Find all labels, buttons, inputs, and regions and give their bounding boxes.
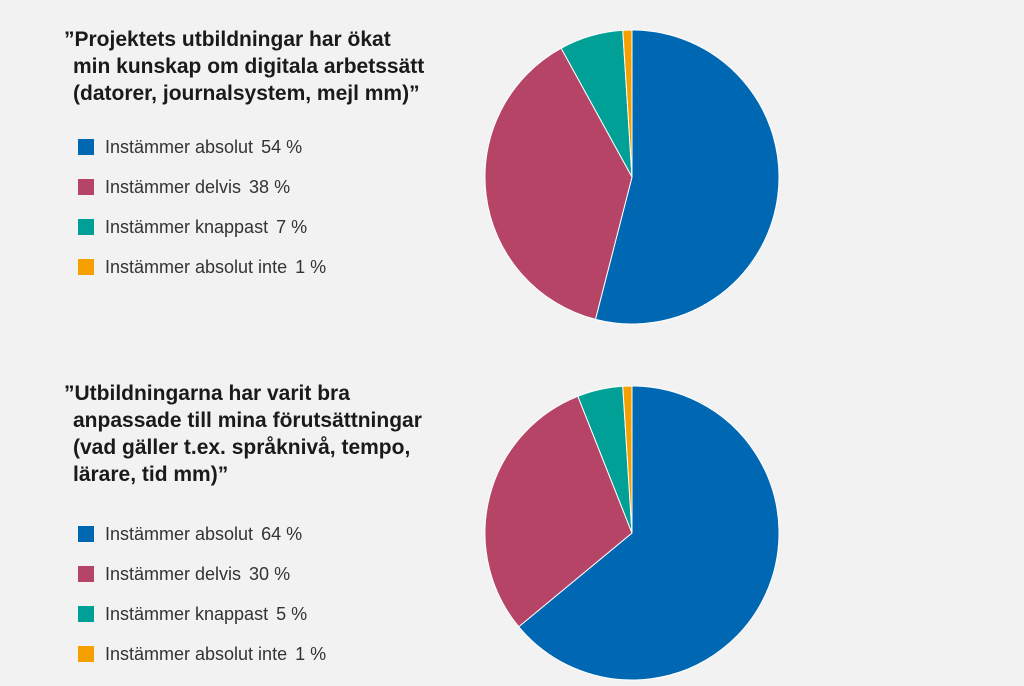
chart-title-line: ”Projektets utbildningar har ökat bbox=[64, 28, 391, 51]
pie-slice-inst-mmer-absolut bbox=[518, 385, 780, 681]
chart-title-line: (datorer, journalsystem, mejl mm)” bbox=[73, 82, 420, 105]
legend-swatch bbox=[78, 526, 94, 542]
chart-title-line: lärare, tid mm)” bbox=[73, 463, 229, 486]
legend-value: 64 % bbox=[261, 523, 303, 544]
legend-value: 7 % bbox=[276, 216, 308, 237]
chart-legend: Instämmer absolut 54 % Instämmer delvis … bbox=[78, 127, 326, 287]
chart-panel-2: ”Utbildningarna har varit bra anpassade … bbox=[0, 343, 1024, 686]
legend-item: Instämmer absolut inte 1 % bbox=[78, 634, 326, 674]
legend-item: Instämmer absolut inte 1 % bbox=[78, 247, 326, 287]
legend-label: Instämmer knappast bbox=[105, 603, 269, 624]
legend-label: Instämmer absolut bbox=[105, 523, 254, 544]
legend-label: Instämmer absolut inte bbox=[105, 256, 288, 277]
pie-slice-inst-mmer-delvis bbox=[484, 395, 633, 628]
legend-swatch bbox=[78, 646, 94, 662]
legend-label: Instämmer absolut inte bbox=[105, 643, 288, 664]
pie-slice-inst-mmer-absolut-inte bbox=[622, 385, 633, 534]
legend-label: Instämmer knappast bbox=[105, 216, 269, 237]
chart-title-line: min kunskap om digitala arbetssätt bbox=[73, 55, 425, 78]
chart-title: ”Utbildningarna har varit bra anpassade … bbox=[64, 380, 464, 488]
legend-swatch bbox=[78, 606, 94, 622]
legend-value: 54 % bbox=[261, 136, 303, 157]
chart-title: ”Projektets utbildningar har ökat min ku… bbox=[64, 26, 464, 107]
legend-value: 5 % bbox=[276, 603, 308, 624]
legend-label: Instämmer delvis bbox=[105, 176, 242, 197]
legend-swatch bbox=[78, 566, 94, 582]
legend-swatch bbox=[78, 259, 94, 275]
pie-slice-inst-mmer-absolut-inte bbox=[622, 29, 633, 178]
legend-swatch bbox=[78, 219, 94, 235]
legend-value: 1 % bbox=[295, 643, 327, 664]
pie-slice-inst-mmer-absolut bbox=[594, 29, 780, 325]
pie-slice-inst-mmer-delvis bbox=[484, 47, 633, 320]
legend-item: Instämmer delvis 38 % bbox=[78, 167, 326, 207]
legend-label: Instämmer absolut bbox=[105, 136, 254, 157]
chart-title-line: ”Utbildningarna har varit bra bbox=[64, 382, 350, 405]
legend-swatch bbox=[78, 179, 94, 195]
legend-label: Instämmer delvis bbox=[105, 563, 242, 584]
legend-value: 1 % bbox=[295, 256, 327, 277]
legend-swatch bbox=[78, 139, 94, 155]
chart-legend: Instämmer absolut 64 % Instämmer delvis … bbox=[78, 514, 326, 674]
legend-item: Instämmer knappast 5 % bbox=[78, 594, 326, 634]
legend-item: Instämmer absolut 54 % bbox=[78, 127, 326, 167]
chart-title-line: (vad gäller t.ex. språknivå, tempo, bbox=[73, 436, 411, 459]
legend-value: 30 % bbox=[249, 563, 291, 584]
pie-chart bbox=[484, 385, 780, 681]
legend-item: Instämmer knappast 7 % bbox=[78, 207, 326, 247]
pie-chart bbox=[484, 29, 780, 325]
chart-title-line: anpassade till mina förutsättningar bbox=[73, 409, 422, 432]
legend-value: 38 % bbox=[249, 176, 291, 197]
legend-item: Instämmer delvis 30 % bbox=[78, 554, 326, 594]
legend-item: Instämmer absolut 64 % bbox=[78, 514, 326, 554]
chart-panel-1: ”Projektets utbildningar har ökat min ku… bbox=[64, 26, 780, 325]
